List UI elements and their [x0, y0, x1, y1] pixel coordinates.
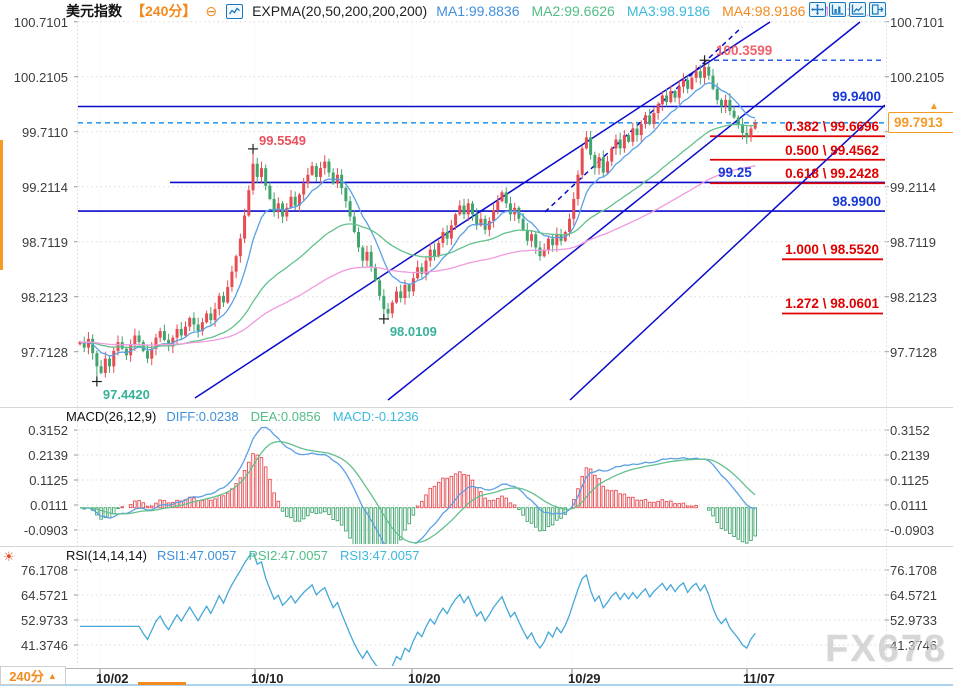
axis-label: 76.1708 [21, 563, 68, 578]
axis-label: 64.5721 [890, 588, 937, 603]
axis-label: 99.2114 [890, 179, 937, 195]
axis-label: 76.1708 [890, 563, 937, 578]
caret-up-icon: ▲ [47, 670, 57, 681]
header-ma-values: MA1:99.8836 MA2:99.6626 MA3:98.9186 MA4:98.… [436, 3, 869, 19]
rsi-readout: RSI2:47.0057 [248, 548, 328, 563]
indicator-chart-icon[interactable] [226, 3, 244, 19]
level-label: 100.3599 [716, 43, 773, 59]
axis-label: 98.2123 [21, 289, 68, 305]
level-label: 99.9400 [832, 89, 881, 105]
axis-label: 100.7101 [13, 14, 68, 30]
axis-label: 97.7128 [21, 344, 68, 360]
axis-label: -0.0903 [23, 523, 68, 538]
indicator-name: EXPMA(20,50,200,200,200) [252, 3, 428, 19]
axis-label: 64.5721 [21, 588, 68, 603]
rsi-plot[interactable] [80, 551, 756, 676]
rsi-readout: RSI3:47.0057 [339, 548, 420, 563]
export-icon[interactable] [869, 2, 886, 17]
axis-label: 98.7119 [21, 234, 68, 250]
ma-value: MA1:99.8836 [436, 3, 520, 19]
macd-readout: DIFF:0.0238 [166, 409, 239, 424]
axis-label: 100.2105 [13, 69, 68, 85]
axis-label: 52.9733 [21, 613, 68, 628]
pan-icon[interactable] [809, 2, 826, 17]
date-label: 10/29 [568, 671, 601, 686]
extreme-label: 97.4420 [102, 386, 150, 402]
macd-plot[interactable] [79, 426, 757, 564]
axis-label: 0.1125 [29, 473, 68, 488]
watermark: FX678 [825, 628, 947, 670]
axis-label: 0.2139 [890, 448, 930, 463]
rsi-header: RSI(14,14,14) RSI1:47.0057 RSI2:47.0057 RS… [66, 548, 419, 563]
rsi-readout: RSI1:47.0057 [156, 548, 237, 563]
chart-header: 美元指数 【240分】 ⊖ EXPMA(20,50,200,200,200) M… [66, 2, 870, 20]
fib-label: 0.500 \ 99.4562 [785, 142, 879, 158]
axis-label: 99.2114 [21, 179, 68, 195]
extreme-markers [91, 55, 710, 387]
bottom-border [0, 684, 953, 686]
axis-label: 0.0111 [30, 498, 68, 513]
ma-lines [79, 82, 756, 357]
axis-label: 0.3152 [890, 423, 930, 438]
fib-label: 0.382 \ 99.6696 [785, 119, 879, 135]
axis-label: 52.9733 [890, 613, 937, 628]
ma-value: MA2:99.6626 [531, 3, 615, 19]
timeframe-button[interactable]: 240分 ▲ [0, 666, 66, 685]
trendlines[interactable] [194, 21, 885, 401]
timeframe-label[interactable]: 【240分】 [131, 3, 197, 19]
current-price-box: 99.7913 [888, 112, 953, 133]
ma-value: MA4:98.9186 [722, 3, 806, 19]
rsi-title: RSI(14,14,14) [66, 548, 147, 563]
macd-readouts: DIFF:0.0238 DEA:0.0856 MACD:-0.1236 [166, 409, 418, 424]
collapse-icon[interactable]: ⊖ [205, 3, 218, 19]
fib-label: 1.000 \ 98.5520 [785, 242, 879, 258]
macd-header: MACD(26,12,9) DIFF:0.0238 DEA:0.0856 MACD:… [66, 409, 419, 424]
extreme-label: 99.5549 [259, 132, 307, 148]
axis-label: 98.2123 [890, 289, 937, 305]
left-accent-strip [0, 140, 3, 270]
toolbar [809, 2, 886, 17]
macd-title: MACD(26,12,9) [66, 409, 157, 424]
fib-levels [710, 135, 885, 315]
date-label: 10/20 [408, 671, 441, 686]
sun-icon[interactable]: ☀ [3, 549, 15, 564]
axis-label: 0.3152 [28, 423, 68, 438]
axis-label: 97.7128 [890, 344, 937, 360]
axis-label: 100.7101 [890, 14, 945, 30]
axis-label: 99.7110 [21, 124, 68, 140]
ma-value: MA3:98.9186 [626, 3, 711, 19]
macd-readout: MACD:-0.1236 [332, 409, 419, 424]
symbol-title: 美元指数 [66, 3, 122, 19]
scrollbar-thumb[interactable] [138, 682, 186, 685]
trend-chart-icon[interactable] [849, 2, 866, 17]
axis-label: 100.2105 [890, 69, 945, 85]
level-label: 98.9900 [832, 194, 881, 210]
x-axis-line [0, 668, 953, 669]
extreme-label: 98.0109 [389, 323, 437, 339]
timeframe-button-label: 240分 [9, 669, 44, 684]
axis-label: 0.2139 [28, 448, 68, 463]
gridlines [0, 13, 953, 674]
bar-chart-icon[interactable] [829, 2, 846, 17]
fib-label: 0.618 \ 99.2428 [785, 166, 879, 182]
date-label: 10/02 [96, 671, 129, 686]
fib-label: 1.272 \ 98.0601 [785, 296, 879, 312]
axis-label: 41.3746 [890, 638, 937, 653]
price-up-arrow-icon: ▲ [929, 101, 939, 112]
axis-label: 98.7119 [890, 234, 937, 250]
axis-label: 0.1125 [890, 473, 929, 488]
current-price-value: 99.7913 [894, 115, 943, 130]
date-label: 10/10 [251, 671, 284, 686]
axis-label: -0.0903 [890, 523, 935, 538]
rsi-readouts: RSI1:47.0057 RSI2:47.0057 RSI3:47.0057 [157, 548, 420, 563]
level-label: 99.25 [718, 165, 752, 181]
macd-readout: DEA:0.0856 [250, 409, 321, 424]
axis-label: 41.3746 [21, 638, 68, 653]
date-label: 11/07 [743, 671, 775, 686]
axis-label: 0.0111 [890, 498, 928, 513]
